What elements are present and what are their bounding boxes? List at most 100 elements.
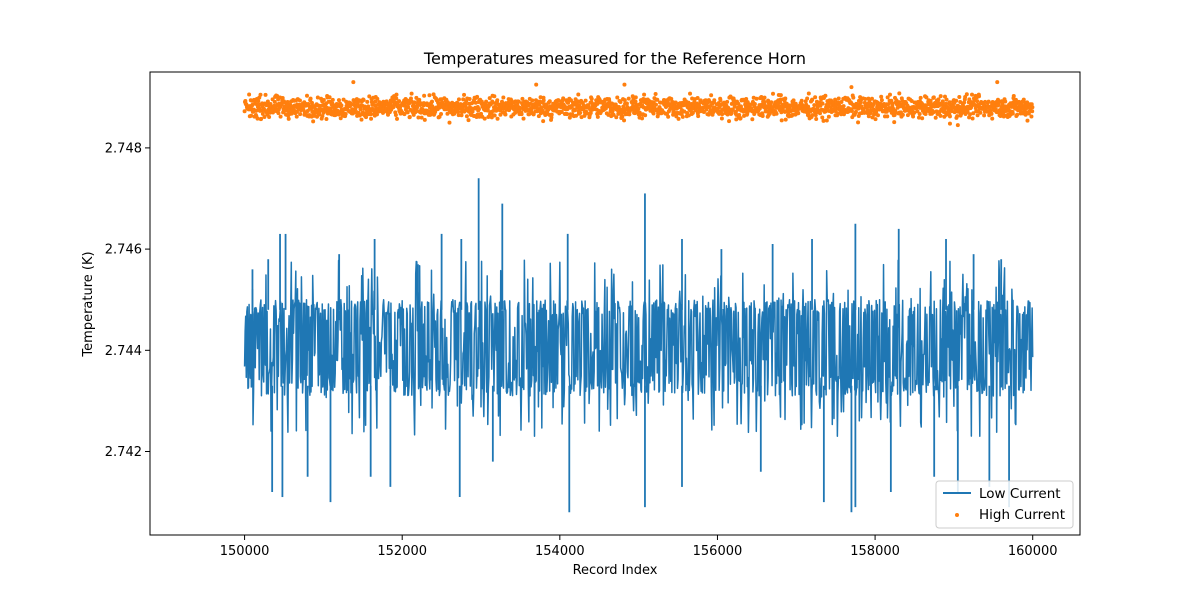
high-current-point [297, 98, 302, 103]
high-current-point [820, 115, 825, 120]
high-current-point [447, 120, 452, 125]
high-current-point [1030, 109, 1035, 114]
high-current-point [866, 114, 871, 119]
legend-high-current-label: High Current [979, 507, 1065, 523]
high-current-point [962, 100, 967, 105]
high-current-point [364, 115, 369, 120]
high-current-point [774, 111, 779, 116]
high-current-point [358, 107, 363, 112]
high-current-point [1021, 97, 1026, 102]
high-current-point [920, 116, 925, 121]
high-current-point [750, 117, 755, 122]
high-current-point [1030, 105, 1035, 110]
high-current-point [349, 102, 354, 107]
x-tick-label: 154000 [535, 544, 585, 559]
high-current-point [806, 91, 811, 96]
high-current-point [923, 112, 928, 117]
high-current-point [938, 94, 943, 99]
y-tick-label: 2.744 [105, 344, 142, 359]
high-current-point [365, 99, 370, 104]
high-current-point [431, 92, 436, 97]
high-current-point [918, 95, 923, 100]
high-current-point [422, 117, 427, 122]
high-current-point [324, 117, 329, 122]
high-current-point [712, 98, 717, 103]
high-current-point [865, 108, 870, 113]
high-current-point [630, 94, 635, 99]
high-current-point [519, 112, 524, 117]
high-current-point [752, 101, 757, 106]
high-current-point [977, 94, 982, 99]
high-current-point [578, 110, 583, 115]
high-current-point [944, 97, 949, 102]
high-current-point [727, 119, 732, 124]
legend-high-current-marker [955, 513, 959, 517]
high-current-point [996, 102, 1001, 107]
high-current-point [561, 96, 566, 101]
high-current-point [476, 107, 481, 112]
high-current-point [738, 116, 743, 121]
x-axis-ticks: 150000 152000 154000 156000 158000 160000 [220, 535, 1058, 559]
high-current-point [415, 105, 420, 110]
high-current-point [856, 120, 861, 125]
high-current-point [407, 114, 412, 119]
high-current-point [725, 112, 730, 117]
high-current-point [836, 96, 841, 101]
high-current-point [422, 93, 427, 98]
high-current-point [812, 103, 817, 108]
high-current-point [427, 93, 432, 98]
high-current-point [539, 105, 544, 110]
high-current-point [339, 103, 344, 108]
high-current-point [738, 104, 743, 109]
high-current-point [286, 116, 291, 121]
high-current-point [967, 97, 972, 102]
high-current-point [588, 111, 593, 116]
high-current-point [955, 123, 960, 128]
high-current-point [534, 82, 539, 87]
high-current-point [892, 120, 897, 125]
high-current-point [1003, 99, 1008, 104]
high-current-point [369, 116, 374, 121]
high-current-point [409, 91, 414, 96]
high-current-point [971, 111, 976, 116]
high-current-point [640, 116, 645, 121]
high-current-point [321, 98, 326, 103]
high-current-point [255, 116, 260, 121]
high-current-point [863, 97, 868, 102]
high-current-point [778, 97, 783, 102]
high-current-point [492, 113, 497, 118]
high-current-point [805, 96, 810, 101]
high-current-point [359, 117, 364, 122]
high-current-point [614, 115, 619, 120]
high-current-point [875, 113, 880, 118]
high-current-point [911, 114, 916, 119]
high-current-point [276, 111, 281, 116]
high-current-point [879, 94, 884, 99]
high-current-point [760, 114, 765, 119]
plot-frame [149, 71, 1081, 536]
high-current-point [368, 112, 373, 117]
y-axis-ticks: 2.742 2.744 2.746 2.748 [105, 141, 150, 460]
high-current-point [330, 97, 335, 102]
high-current-point [783, 117, 788, 122]
high-current-point [778, 93, 783, 98]
high-current-point [690, 110, 695, 115]
high-current-point [885, 114, 890, 119]
high-current-point [361, 98, 366, 102]
high-current-point [259, 116, 264, 121]
high-current-point [676, 116, 681, 121]
high-current-point [501, 95, 506, 100]
high-current-point [414, 95, 419, 100]
high-current-point [851, 95, 856, 100]
high-current-point [989, 111, 994, 116]
high-current-point [336, 98, 341, 103]
high-current-point [762, 100, 767, 105]
high-current-point [565, 112, 570, 117]
high-current-point [503, 112, 508, 117]
high-current-point [351, 80, 356, 85]
high-current-point [575, 99, 580, 104]
high-current-point [429, 99, 434, 104]
x-tick-label: 160000 [1008, 544, 1058, 559]
high-current-point [630, 100, 635, 105]
